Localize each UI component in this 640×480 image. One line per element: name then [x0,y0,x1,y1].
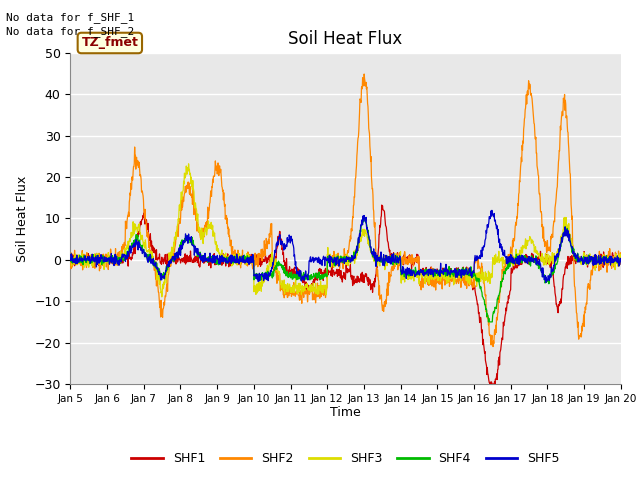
Text: No data for f_SHF_2: No data for f_SHF_2 [6,26,134,37]
Text: No data for f_SHF_1: No data for f_SHF_1 [6,12,134,23]
X-axis label: Time: Time [330,407,361,420]
Y-axis label: Soil Heat Flux: Soil Heat Flux [16,175,29,262]
Legend: SHF1, SHF2, SHF3, SHF4, SHF5: SHF1, SHF2, SHF3, SHF4, SHF5 [127,447,564,470]
Text: TZ_fmet: TZ_fmet [81,36,138,49]
Title: Soil Heat Flux: Soil Heat Flux [289,30,403,48]
